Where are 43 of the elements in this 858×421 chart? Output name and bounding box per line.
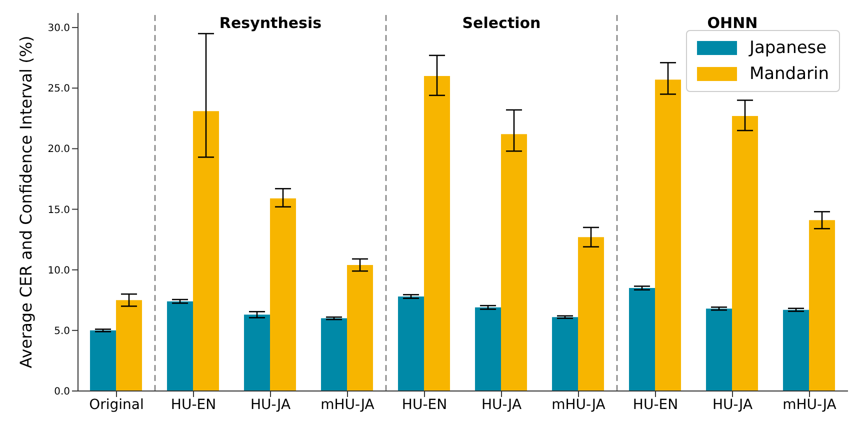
bar: [116, 300, 142, 391]
bar: [193, 111, 219, 391]
x-tick-label: mHU-JA: [552, 396, 606, 413]
bar: [552, 317, 578, 391]
bar: [424, 76, 450, 391]
x-tick-label: HU-JA: [481, 396, 522, 413]
annotation: OHNN: [707, 14, 758, 32]
x-tick-label: HU-JA: [712, 396, 753, 413]
x-tick-label: HU-EN: [632, 396, 678, 413]
bar: [629, 288, 655, 391]
x-tick-label: HU-EN: [170, 396, 216, 413]
y-tick-label: 5.0: [54, 326, 70, 337]
bar: [90, 330, 116, 391]
y-axis-title: Average CER and Confidence Interval (%): [16, 36, 36, 368]
bar: [347, 265, 373, 391]
legend-label: Mandarin: [749, 63, 829, 86]
x-tick-label: mHU-JA: [320, 396, 375, 413]
x-tick-label: mHU-JA: [782, 396, 837, 413]
bar: [398, 296, 424, 391]
bar: [706, 308, 732, 391]
y-tick-label: 25.0: [48, 84, 70, 95]
y-tick-label: 30.0: [48, 23, 70, 34]
x-tick-label: HU-EN: [402, 396, 448, 413]
legend-label: Japanese: [749, 37, 827, 60]
bar: [783, 310, 809, 391]
bar: [167, 301, 193, 391]
bar: [244, 314, 270, 391]
bar: [501, 134, 527, 391]
x-tick-label: Original: [89, 396, 144, 413]
bar: [578, 237, 604, 391]
y-tick-label: 15.0: [48, 204, 70, 216]
bar: [655, 80, 681, 391]
bar: [321, 318, 347, 391]
bar: [475, 307, 501, 391]
y-tick-label: 10.0: [48, 265, 70, 276]
y-tick-label: 20.0: [48, 144, 70, 156]
x-tick-label: HU-JA: [250, 396, 291, 413]
bar: [809, 220, 835, 391]
annotation: Resynthesis: [219, 14, 322, 32]
annotation: Selection: [462, 14, 541, 32]
y-tick-label: 0.0: [54, 386, 70, 398]
bar: [270, 198, 296, 391]
bar: [732, 116, 758, 391]
